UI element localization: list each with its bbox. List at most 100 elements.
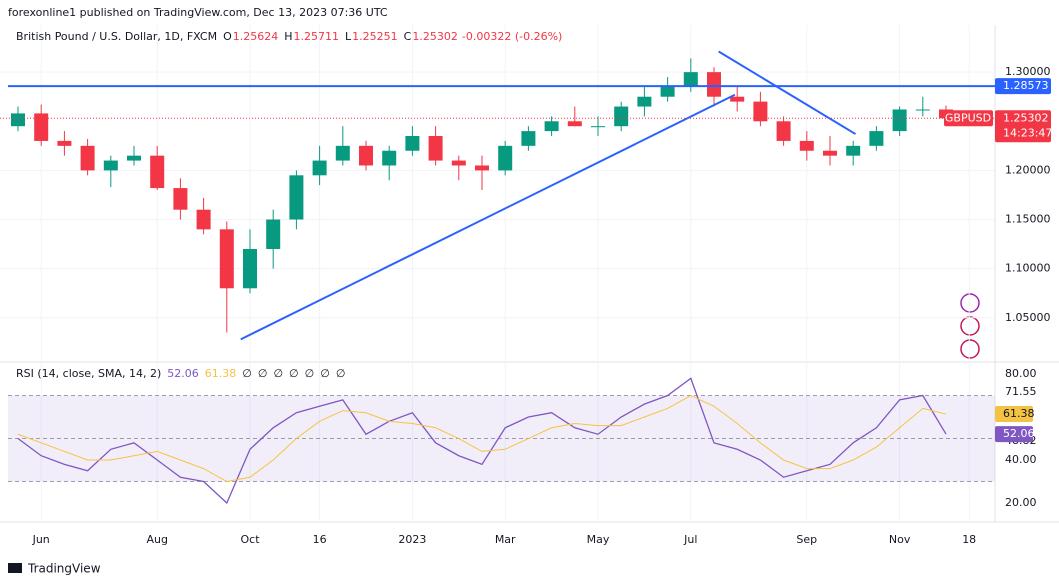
- candle-body: [637, 96, 652, 107]
- candle-body: [80, 145, 95, 171]
- symbol-box: [944, 110, 993, 127]
- legend-text: 1.25711: [294, 30, 340, 43]
- icons: [960, 293, 980, 359]
- candle-body: [707, 72, 721, 97]
- countdown: 14:23:47: [1003, 126, 1052, 139]
- y-tick-label: 1.15000: [1005, 213, 1051, 226]
- candle-body: [243, 248, 257, 289]
- legend-text: ∅: [258, 367, 268, 380]
- y-tick-label: 20.00: [1005, 496, 1037, 509]
- candle-body: [127, 155, 141, 161]
- price-label: 1.28573: [1003, 79, 1049, 92]
- candle-body: [730, 96, 745, 102]
- legend-text: RSI (14, close, SMA, 14, 2): [16, 367, 161, 380]
- candle-body: [614, 106, 629, 127]
- candle-body: [823, 150, 837, 156]
- y-tick-label: 71.55: [1005, 385, 1037, 398]
- icon[interactable]: [960, 339, 980, 359]
- candle-body: [915, 109, 930, 111]
- x-tick-label: Mar: [495, 533, 516, 546]
- publisher: forexonline1 published on TradingView.co…: [8, 6, 388, 19]
- value-box: [995, 406, 1033, 423]
- candle-body: [405, 136, 420, 151]
- legend-text: O: [223, 30, 232, 43]
- value-box: [995, 426, 1033, 443]
- last-price-box: [995, 110, 1051, 143]
- x-tick-label: May: [587, 533, 610, 546]
- legend-text: 1.25251: [352, 30, 398, 43]
- candle-body: [428, 136, 443, 161]
- legend-text: ∅: [289, 367, 299, 380]
- last-price: 1.25302: [1003, 111, 1049, 124]
- candle-body: [683, 72, 698, 87]
- trendline: [718, 50, 857, 135]
- icon[interactable]: [960, 316, 980, 336]
- candle-body: [892, 109, 907, 132]
- candle-body: [335, 145, 350, 161]
- rsi-line: [17, 377, 947, 505]
- candle-body: [103, 160, 118, 171]
- candle-body: [150, 155, 165, 189]
- candle-body: [382, 150, 397, 166]
- legend-text: ∅: [273, 367, 283, 380]
- candle-body: [359, 145, 373, 166]
- candle-body: [544, 121, 559, 132]
- y-tick-label: 40.00: [1005, 453, 1037, 466]
- value-label: 61.38: [1003, 407, 1035, 420]
- value-label: 52.06: [1003, 427, 1035, 440]
- x-tick-label: Oct: [240, 533, 260, 546]
- candle-body: [799, 140, 814, 151]
- rsi-line: [17, 394, 947, 483]
- candle-body: [591, 126, 605, 128]
- legend-text: C: [404, 30, 412, 43]
- candle-body: [846, 145, 861, 156]
- legend-text: ∅: [336, 367, 346, 380]
- candle-body: [776, 121, 791, 141]
- legend-text: 1.25302: [412, 30, 458, 43]
- candle-body: [57, 140, 72, 146]
- y-tick-label: 1.20000: [1005, 163, 1051, 176]
- x-tick-label: Nov: [889, 533, 911, 546]
- legend-text: ∅: [242, 367, 252, 380]
- candle-body: [475, 165, 489, 171]
- x-tick-label: Jun: [32, 533, 50, 546]
- x-tick-label: 18: [962, 533, 976, 546]
- x-tick-label: Sep: [796, 533, 817, 546]
- x-tick-label: 2023: [398, 533, 426, 546]
- candle-body: [567, 121, 582, 127]
- legend-text: 52.06: [167, 367, 199, 380]
- price-label-box: [995, 78, 1051, 95]
- candle-body: [219, 229, 234, 289]
- candle-body: [11, 113, 25, 127]
- candle-body: [753, 101, 768, 122]
- candle-body: [869, 131, 884, 146]
- y-tick-label: 1.10000: [1005, 262, 1051, 275]
- legend-text: -0.00322 (-0.26%): [462, 30, 562, 43]
- brand: TradingView: [27, 562, 101, 576]
- trendline: [240, 93, 736, 341]
- candle-body: [660, 86, 675, 97]
- legend-text: L: [345, 30, 352, 43]
- x-tick-label: 16: [313, 533, 327, 546]
- candle-body: [521, 131, 536, 146]
- candle-body: [34, 113, 49, 141]
- legend-text: British Pound / U.S. Dollar, 1D, FXCM: [16, 30, 217, 43]
- candle-body: [196, 209, 211, 230]
- legend-text: ∅: [305, 367, 315, 380]
- icon[interactable]: [960, 293, 980, 313]
- x-tick-label: Aug: [146, 533, 167, 546]
- y-tick-label: 1.30000: [1005, 65, 1051, 78]
- symbol-label: GBPUSD: [945, 111, 991, 124]
- logo-mark: [8, 563, 22, 573]
- legend-text: 1.25624: [233, 30, 279, 43]
- legend-text: ∅: [320, 367, 330, 380]
- x-tick-label: Jul: [683, 533, 697, 546]
- legend-text: 61.38: [205, 367, 237, 380]
- legend-text: H: [284, 30, 292, 43]
- candle-body: [312, 160, 327, 176]
- candle-body: [173, 188, 188, 210]
- logo: TradingView: [8, 562, 101, 576]
- y-tick-label: 80.00: [1005, 367, 1037, 380]
